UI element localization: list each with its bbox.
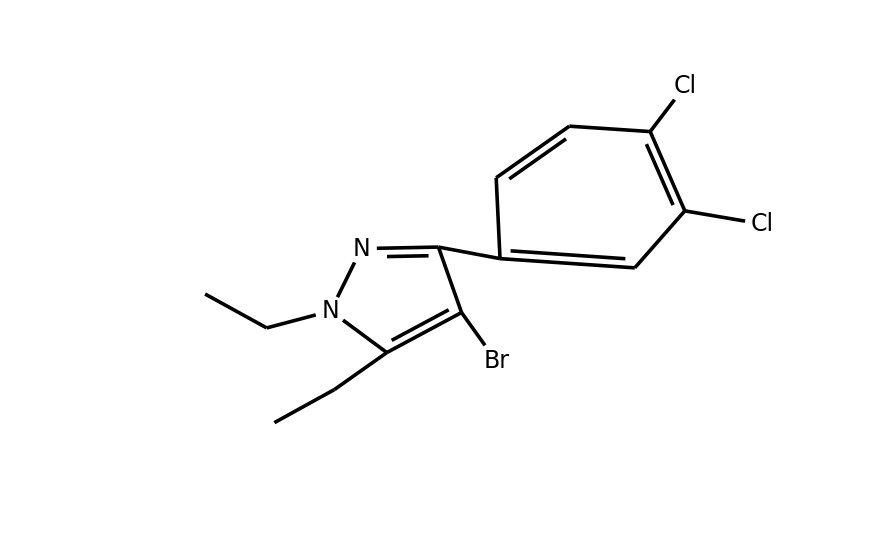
- Text: Br: Br: [483, 349, 509, 373]
- Text: N: N: [352, 236, 371, 261]
- Text: Cl: Cl: [750, 212, 773, 236]
- Text: N: N: [322, 299, 339, 323]
- Text: Cl: Cl: [673, 74, 697, 98]
